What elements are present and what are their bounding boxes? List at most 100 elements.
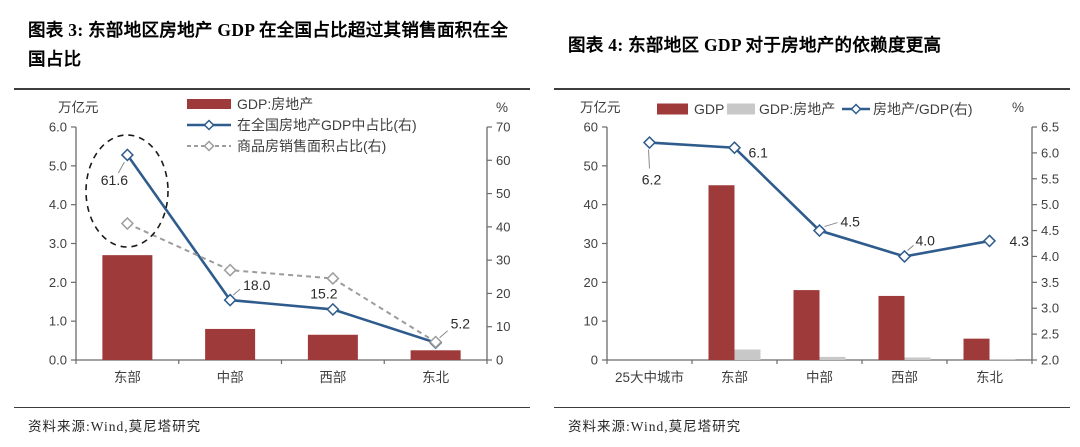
- diamond-marker: [223, 263, 237, 277]
- right-tick-label: 4.5: [1041, 223, 1059, 238]
- right-axis-unit: %: [1012, 100, 1024, 115]
- chart3-canvas: 万亿元 % 0.0 1.0 2.0 3.0 4.0 5.0 6.0 0 10 20 30 40 50 60 70…: [49, 96, 511, 385]
- legend-label: GDP:房地产: [237, 96, 313, 112]
- chart3-header: 图表 3: 东部地区房地产 GDP 在全国占比超过其销售面积在全国占比: [14, 6, 530, 90]
- left-tick-label: 60: [584, 120, 598, 135]
- label-leader: [648, 149, 650, 169]
- diamond-marker: [897, 249, 912, 264]
- left-tick-label: 50: [584, 158, 598, 173]
- chart4-header: 图表 4: 东部地区 GDP 对于房地产的依赖度更高: [554, 6, 1070, 90]
- diamond-marker: [326, 302, 340, 316]
- chart4-title: 图表 4: 东部地区 GDP 对于房地产的依赖度更高: [568, 34, 942, 55]
- left-tick-label: 6.0: [49, 120, 67, 135]
- category-label: 东部: [721, 370, 748, 385]
- bar: [904, 357, 931, 360]
- bar: [819, 356, 846, 360]
- data-label: 4.3: [1010, 233, 1030, 249]
- data-label: 15.2: [310, 285, 337, 301]
- right-tick-label: 40: [496, 219, 510, 234]
- left-tick-label: 10: [584, 314, 598, 329]
- diamond-marker: [120, 148, 134, 162]
- bar-series: [708, 185, 990, 360]
- right-axis-unit: %: [496, 100, 508, 115]
- legend-swatch: [727, 103, 755, 115]
- right-tick-label: 50: [496, 186, 510, 201]
- right-tick-label: 0: [496, 353, 503, 368]
- bar: [734, 349, 761, 360]
- left-tick-label: 40: [584, 197, 598, 212]
- line-series: [126, 222, 437, 343]
- bar: [102, 255, 153, 360]
- panel-chart4: 图表 4: 东部地区 GDP 对于房地产的依赖度更高 万亿元% 0 10 20 30 40…: [540, 0, 1080, 447]
- right-tick-label: 60: [496, 153, 510, 168]
- legend-diamond: [850, 103, 862, 115]
- data-label: 4.0: [916, 232, 936, 248]
- data-label: 18.0: [243, 277, 270, 293]
- bar: [963, 338, 990, 360]
- legend-label: GDP:房地产: [759, 101, 835, 117]
- chart3-title: 图表 3: 东部地区房地产 GDP 在全国占比超过其销售面积在全国占比: [28, 20, 509, 69]
- line-series: [649, 141, 990, 258]
- right-tick-label: 6.0: [1041, 145, 1059, 160]
- diamond-marker: [727, 141, 742, 155]
- chart4-canvas: 万亿元 % 0 10 20 30 40 50 60 2.0 2.5 3.0 3.5 4.0 4.5 5.0 5.…: [580, 100, 1059, 385]
- chart3-source: 资料来源:Wind,莫尼塔研究: [14, 407, 530, 447]
- data-label: 6.2: [642, 172, 662, 188]
- bar: [708, 185, 735, 360]
- left-axis-unit: 万亿元: [580, 100, 621, 115]
- label-leader: [824, 222, 838, 228]
- diamond-marker: [429, 335, 443, 349]
- right-tick-label: 5.5: [1041, 171, 1059, 186]
- left-tick-label: 3.0: [49, 236, 67, 251]
- legend-label: GDP: [694, 101, 724, 117]
- right-tick-label: 4.0: [1041, 249, 1059, 264]
- data-label: 6.1: [749, 145, 769, 161]
- bar: [410, 350, 461, 360]
- left-tick-label: 2.0: [49, 275, 67, 290]
- right-tick-label: 2.0: [1041, 353, 1059, 368]
- left-tick-label: 20: [584, 275, 598, 290]
- label-leader: [232, 288, 241, 296]
- legend-label: 在全国房地产GDP中占比(右): [237, 117, 417, 133]
- diamond-marker: [982, 234, 997, 248]
- bar-series: [102, 255, 461, 360]
- right-tick-label: 20: [496, 286, 510, 301]
- category-label: 西部: [891, 370, 918, 385]
- right-tick-label: 3.0: [1041, 301, 1059, 316]
- right-tick-label: 3.5: [1041, 275, 1059, 290]
- legend: GDP GDP:房地产 房地产/GDP(右): [657, 101, 973, 117]
- bar: [205, 328, 256, 360]
- category-label: 东北: [422, 370, 449, 385]
- bar-series: [734, 349, 1016, 360]
- bar: [793, 290, 820, 360]
- diamond-marker: [223, 293, 237, 307]
- left-tick-label: 0.0: [49, 353, 67, 368]
- left-tick-label: 5.0: [49, 158, 67, 173]
- left-tick-label: 4.0: [49, 197, 67, 212]
- category-label: 东北: [976, 370, 1004, 385]
- legend-diamond: [203, 119, 215, 131]
- diamond-marker: [120, 216, 134, 231]
- category-label: 中部: [806, 370, 833, 385]
- left-axis-unit: 万亿元: [58, 100, 99, 115]
- right-tick-label: 6.5: [1041, 120, 1059, 135]
- chart4-source: 资料来源:Wind,莫尼塔研究: [554, 407, 1070, 447]
- data-label: 61.6: [101, 172, 128, 188]
- left-tick-label: 30: [584, 236, 598, 251]
- diamond-marker: [812, 223, 827, 238]
- category-label: 东部: [114, 370, 141, 385]
- bar: [989, 359, 1016, 360]
- line-series: [126, 154, 437, 344]
- category-label: 25大中城市: [615, 369, 684, 385]
- legend-label: 商品房销售面积占比(右): [237, 138, 386, 154]
- bar: [878, 295, 905, 360]
- label-leader: [907, 245, 914, 251]
- legend-label: 房地产/GDP(右): [873, 101, 973, 117]
- legend-diamond: [203, 140, 215, 152]
- highlight-ellipse: [85, 134, 169, 248]
- right-tick-label: 5.0: [1041, 197, 1059, 212]
- label-leader: [117, 161, 125, 174]
- label-leader: [439, 330, 448, 339]
- diamond-marker: [642, 135, 657, 150]
